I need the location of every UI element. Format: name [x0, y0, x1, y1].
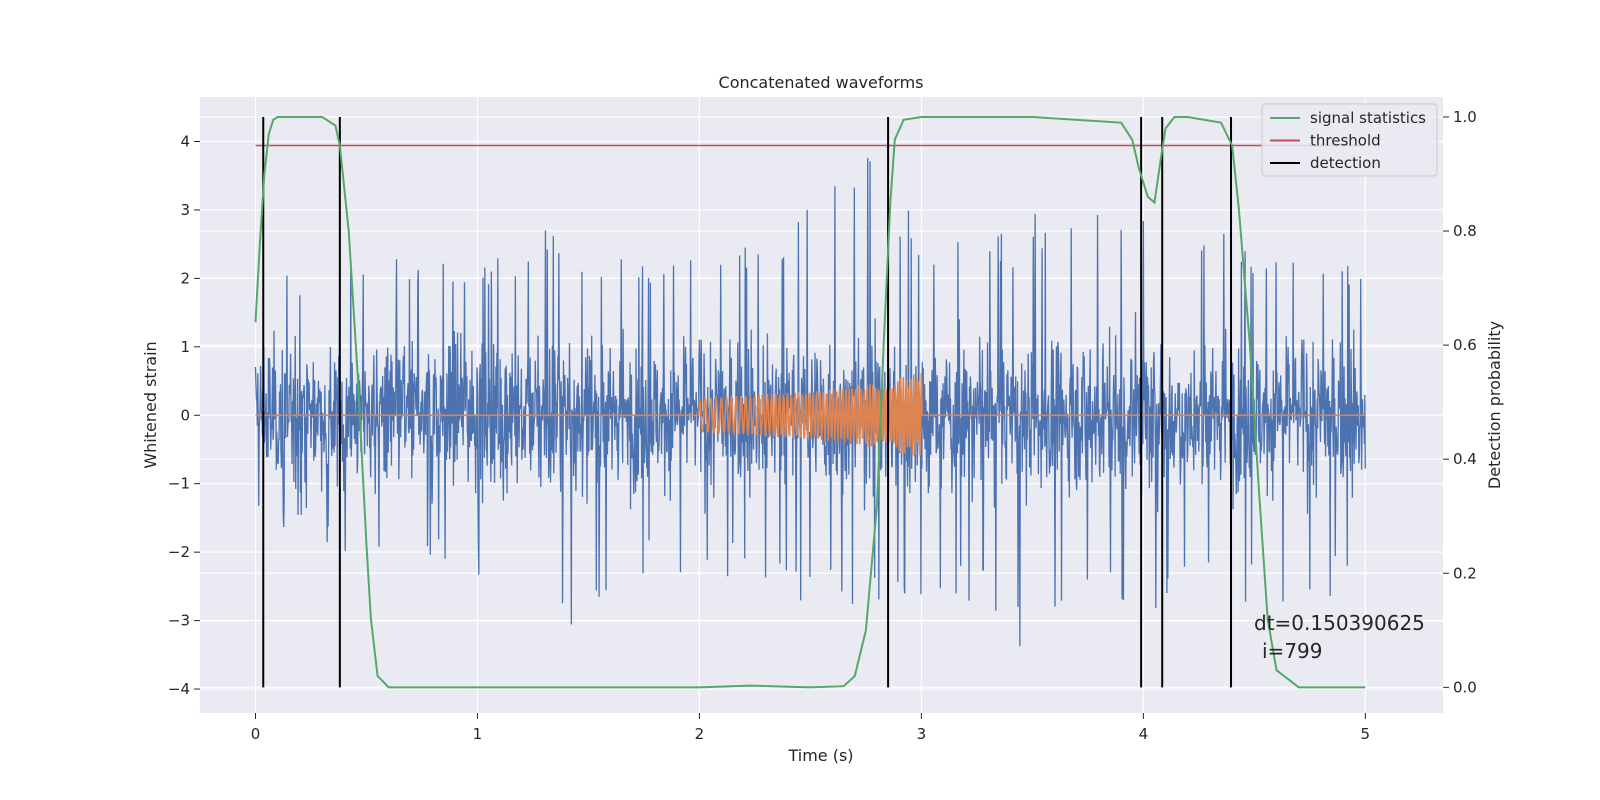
legend-label-1: threshold	[1310, 132, 1381, 150]
y-tick-label-3: −1	[168, 475, 190, 493]
y2-tick-label-4: 0.8	[1453, 222, 1477, 240]
y-tick-label-5: 1	[180, 338, 190, 356]
y-tick-label-4: 0	[180, 406, 190, 424]
y2-tick-label-3: 0.6	[1453, 336, 1477, 354]
y-tick-label-0: −4	[168, 680, 190, 698]
y2-tick-label-0: 0.0	[1453, 678, 1477, 696]
grid	[200, 97, 1443, 713]
signal-statistics-line	[254, 115, 1366, 689]
template-series-line	[255, 372, 1366, 456]
y2-tick-label-1: 0.2	[1453, 564, 1477, 582]
y2-tick-label-2: 0.4	[1453, 450, 1477, 468]
y-tick-label-7: 3	[180, 201, 190, 219]
series-clip-group	[254, 115, 1366, 689]
y-tick-label-6: 2	[180, 269, 190, 287]
y2-axis-label: Detection probability	[1485, 321, 1504, 489]
y2-tick-label-5: 1.0	[1453, 108, 1477, 126]
x-axis-label: Time (s)	[787, 746, 853, 765]
y-tick-label-2: −2	[168, 543, 190, 561]
legend: signal statistics threshold detection	[1261, 103, 1438, 177]
x-tick-label-4: 4	[1139, 725, 1149, 743]
axes-layer: 0 1 2 3 4 5 −4 −3 −2 −1 0 1 2 3 4 0.0 0.2 0.4 0.6 0.8 1.0	[168, 108, 1477, 743]
y-tick-label-8: 4	[180, 132, 190, 150]
x-tick-label-5: 5	[1361, 725, 1371, 743]
series-layer	[254, 115, 1366, 689]
annotation-i: i=799	[1262, 639, 1323, 663]
legend-label-2: detection	[1310, 154, 1381, 172]
legend-box	[1261, 103, 1438, 177]
y-tick-label-1: −3	[168, 612, 190, 630]
x-tick-label-2: 2	[695, 725, 705, 743]
chart-title: Concatenated waveforms	[719, 73, 924, 92]
x-tick-label-0: 0	[251, 725, 261, 743]
legend-label-0: signal statistics	[1310, 109, 1426, 127]
y-axis-label: Whitened strain	[141, 341, 160, 468]
x-tick-label-1: 1	[473, 725, 483, 743]
x-tick-label-3: 3	[917, 725, 927, 743]
annotation-dt: dt=0.150390625	[1254, 611, 1425, 635]
